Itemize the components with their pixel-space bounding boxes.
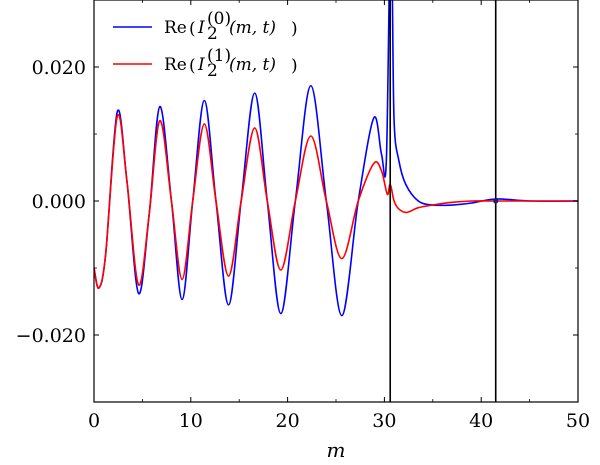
legend-superscript: (0)	[207, 9, 231, 29]
legend-subscript: 2	[207, 61, 218, 81]
x-tick-label: 10	[179, 410, 203, 432]
legend-var: I	[197, 18, 205, 38]
x-tick-label: 40	[469, 410, 493, 432]
legend-entry-1: Re(I (1)2 (m, t))	[113, 46, 298, 81]
y-tick-label: 0.020	[32, 57, 86, 79]
legend-superscript: (1)	[207, 46, 231, 66]
legend-args: (m, t)	[229, 18, 276, 38]
legend-re: Re	[164, 55, 187, 75]
legend-entry-0: Re(I (0)2 (m, t))	[113, 9, 298, 44]
x-axis-label: m	[327, 438, 346, 462]
y-tick-label: −0.020	[16, 325, 86, 347]
x-tick-label: 0	[88, 410, 100, 432]
x-tick-label: 50	[566, 410, 590, 432]
series-line-1	[94, 113, 578, 289]
legend-subscript: 2	[207, 24, 218, 44]
legend-paren: )	[291, 19, 298, 39]
legend-paren: (	[189, 19, 196, 39]
legend-var: I	[197, 55, 205, 75]
legend-args: (m, t)	[229, 55, 276, 75]
x-tick-label: 20	[276, 410, 300, 432]
legend-paren: (	[189, 56, 196, 76]
legend-re: Re	[164, 18, 187, 38]
marker-dot	[493, 198, 499, 204]
y-tick-label: 0.000	[32, 191, 86, 213]
legend-paren: )	[291, 56, 298, 76]
x-tick-label: 30	[372, 410, 396, 432]
